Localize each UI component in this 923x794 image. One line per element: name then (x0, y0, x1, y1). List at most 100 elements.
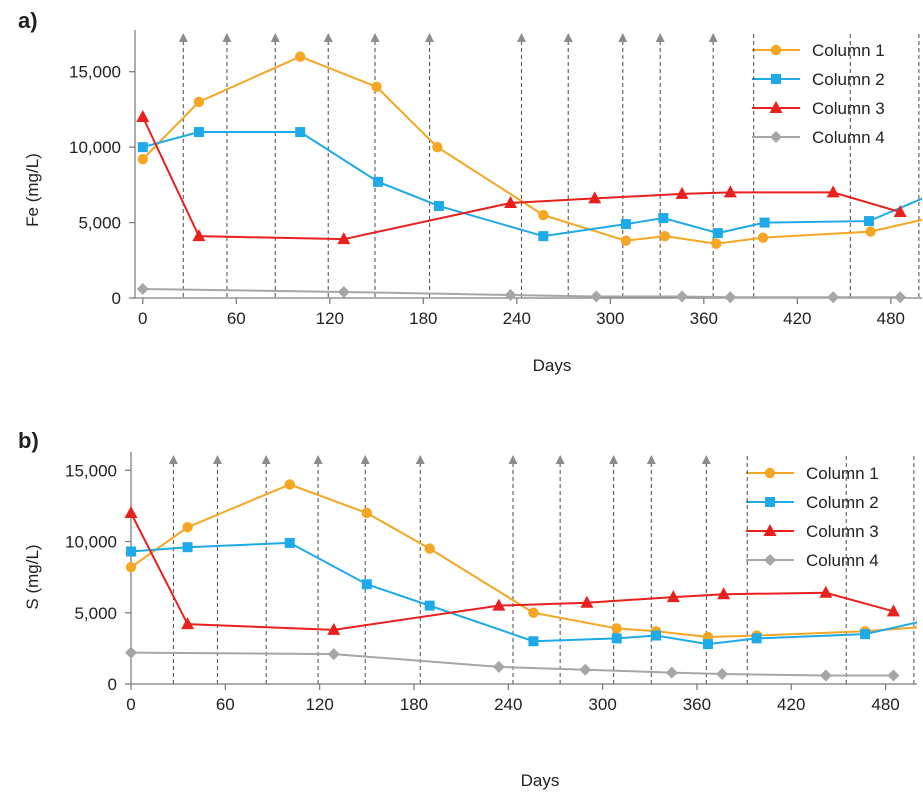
panel-a-point-column-2-8 (658, 213, 669, 224)
panel-b-x-tick-label-5: 300 (588, 695, 616, 714)
panel-b-point-column-3-3 (327, 622, 341, 635)
panel-b-y-tick-label-2: 10,000 (65, 533, 117, 552)
panel-b-point-column-4-2 (327, 648, 340, 661)
panel-a-line-column-1 (142, 55, 922, 245)
panel-b-x-tick-label-7: 420 (777, 695, 805, 714)
panel-b-line-column-4 (130, 651, 894, 677)
panel-a-x-tick-label-5: 300 (596, 309, 624, 328)
panel-a-point-column-4-2 (337, 285, 350, 298)
panel-b-point-column-2-7 (611, 633, 622, 644)
panel-b-x-tick-label-8: 480 (871, 695, 899, 714)
panel-a-point-column-3-8 (826, 185, 840, 198)
panel-a-y-tick-label-0: 0 (112, 289, 121, 308)
panel-b-point-column-1-12 (916, 624, 917, 630)
panel-b-point-column-1-3 (284, 479, 295, 490)
panel-a-x-tick-label-4: 240 (503, 309, 531, 328)
panel-b-x-axis-title: Days (521, 771, 560, 790)
panel-a-point-column-2-10 (759, 217, 770, 228)
panel-a-point-column-1-5 (432, 141, 443, 153)
panel-a-point-column-3-4 (504, 195, 518, 208)
panel-a-point-column-1-2 (193, 96, 205, 108)
panel-b-series (124, 479, 917, 682)
panel-a-point-column-3-7 (723, 185, 737, 198)
panel-b-x-tick-label-3: 180 (400, 695, 428, 714)
panel-a-event-arrow-7 (516, 33, 526, 42)
panel-b-legend-marker-column-4 (764, 554, 776, 566)
panel-a-line-column-2 (142, 131, 922, 238)
panel-b-point-column-4-8 (887, 669, 900, 682)
panel-a-event-arrow-6 (425, 33, 435, 42)
panel-b-x-tick-label-2: 120 (305, 695, 333, 714)
panel-a-point-column-4-7 (827, 291, 840, 304)
panel-a-x-tick-label-7: 420 (783, 309, 811, 328)
panel-a-point-column-3-6 (675, 186, 689, 199)
panel-b-y-tick-label-0: 0 (108, 675, 117, 694)
panel-a-point-column-3-2 (192, 229, 206, 242)
panel-b-event-arrow-5 (360, 455, 370, 464)
panel-b-point-column-2-8 (651, 630, 662, 641)
panel-b-point-column-1-1 (125, 561, 137, 573)
panel-a-point-column-4-8 (894, 291, 907, 304)
panel-a-point-column-1-10 (757, 232, 769, 243)
panel-a-point-column-1-7 (620, 235, 632, 246)
panel-b-event-arrow-4 (313, 455, 323, 464)
panel-b-point-column-3-1 (124, 506, 138, 518)
panel-a-point-column-1-6 (538, 209, 549, 221)
panel-b-event-arrow-10 (646, 455, 656, 464)
panel-b-legend-marker-column-1 (764, 467, 776, 479)
panel-a-x-axis-title: Days (533, 356, 572, 375)
panel-a-point-column-2-1 (137, 142, 148, 153)
panel-b-point-column-2-6 (528, 636, 539, 647)
panel-a-series (136, 51, 922, 304)
panel-a-legend-marker-column-1 (770, 44, 782, 56)
panel-a-point-column-2-11 (864, 216, 875, 227)
panel-b-legend-marker-column-2 (765, 497, 775, 507)
panel-b-point-column-3-8 (819, 585, 833, 598)
panel-b-point-column-2-9 (702, 639, 713, 650)
panel-a-event-arrow-8 (563, 33, 573, 42)
panel-a-legend-marker-column-4 (770, 131, 782, 143)
panel-b-legend-marker-column-3 (763, 524, 777, 536)
panel-a-line-column-4 (142, 287, 901, 299)
panel-a-point-column-1-3 (294, 51, 306, 62)
panel-b-line-column-1 (130, 483, 917, 638)
panel-b-legend: Column 1 Column 2 Column 3 Column 4 (746, 464, 879, 570)
panel-a-point-column-1-9 (711, 238, 722, 249)
panel-a-x-tick-label-1: 60 (227, 309, 246, 328)
panel-b-legend-label-column-4: Column 4 (806, 551, 879, 570)
panel-b-point-column-2-4 (361, 579, 372, 590)
panel-b-point-column-2-1 (126, 546, 136, 557)
panel-b-point-column-4-5 (665, 666, 678, 679)
panel-b-y-tick-label-1: 5,000 (74, 604, 117, 623)
panel-b-event-lines (168, 455, 915, 684)
panel-a-legend: Column 1 Column 2 Column 3 Column 4 (752, 41, 885, 147)
panel-a-legend-label-column-2: Column 2 (812, 70, 885, 89)
panel-b-event-arrow-9 (609, 455, 619, 464)
panel-b-point-column-2-12 (916, 616, 917, 627)
panel-b-point-column-1-4 (361, 507, 372, 519)
panel-a-point-column-3-1 (136, 109, 150, 122)
panel-b-legend-label-column-1: Column 1 (806, 464, 879, 483)
panel-b-point-column-4-3 (492, 660, 505, 673)
panel-b-y-tick-label-3: 15,000 (65, 461, 117, 480)
panel-b-point-column-1-7 (611, 623, 622, 634)
panel-a-legend-label-column-3: Column 3 (812, 99, 885, 118)
panel-b-event-arrow-6 (415, 455, 425, 464)
panel-b-point-column-2-10 (751, 633, 762, 644)
panel-a-event-arrow-9 (618, 33, 628, 42)
panel-a-point-column-3-3 (337, 232, 351, 245)
panel-a-point-column-1-4 (371, 81, 382, 93)
panel-b-point-column-3-5 (580, 595, 594, 608)
panel-a-point-column-2-3 (295, 127, 306, 138)
panel-b-x-tick-label-4: 240 (494, 695, 522, 714)
panel-a-point-column-1-1 (137, 154, 148, 165)
panel-b-point-column-4-1 (125, 646, 137, 659)
panel-b-point-column-1-6 (528, 607, 539, 618)
panel-b-event-arrow-3 (261, 455, 271, 464)
panel-a-event-arrow-5 (370, 33, 380, 42)
panel-b-point-column-3-9 (886, 604, 900, 617)
panel-a-label: a) (18, 8, 38, 33)
panel-b-point-column-4-6 (716, 668, 729, 681)
panel-a-point-column-3-9 (893, 205, 907, 218)
